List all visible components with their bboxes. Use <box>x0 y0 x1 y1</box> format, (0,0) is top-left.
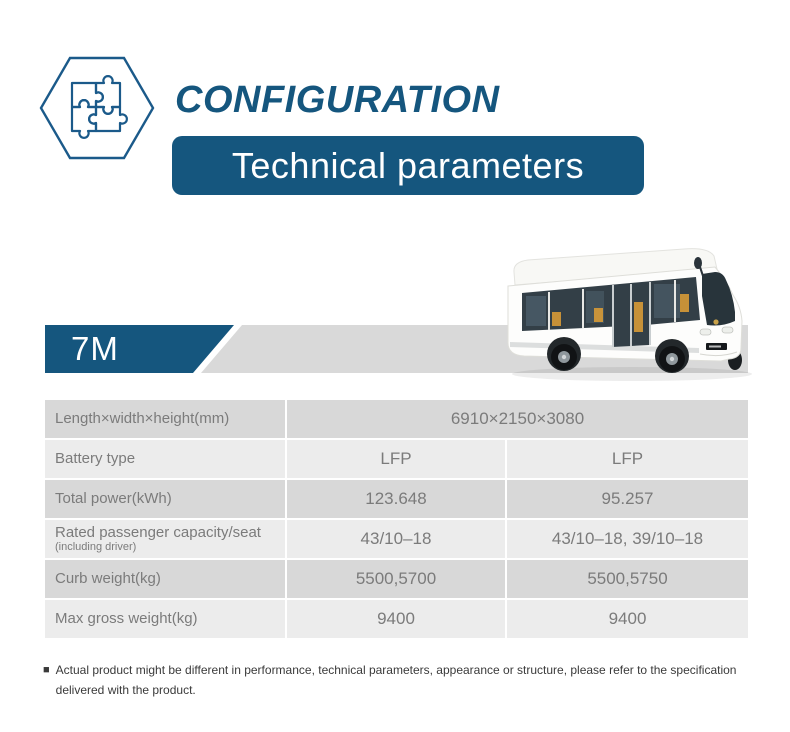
technical-parameters-banner: Technical parameters <box>172 136 644 195</box>
spec-value-curb-weight-2: 5500,5750 <box>507 560 748 598</box>
spec-value-curb-weight-1: 5500,5700 <box>287 560 505 598</box>
spec-label-curb-weight: Curb weight(kg) <box>45 560 285 598</box>
spec-label-dimensions: Length×width×height(mm) <box>45 400 285 438</box>
spec-value-battery-type-2: LFP <box>507 440 748 478</box>
spec-value-dimensions: 6910×2150×3080 <box>287 400 748 438</box>
technical-parameters-table: Length×width×height(mm) 6910×2150×3080 B… <box>45 400 748 638</box>
spec-value-battery-type-1: LFP <box>287 440 505 478</box>
configuration-puzzle-hexagon-icon <box>36 55 158 166</box>
spec-value-passenger-capacity-2: 43/10–18, 39/10–18 <box>507 520 748 558</box>
spec-value-passenger-capacity-1: 43/10–18 <box>287 520 505 558</box>
spec-label-max-gross-weight: Max gross weight(kg) <box>45 600 285 638</box>
disclaimer-note: ■ Actual product might be different in p… <box>43 661 757 701</box>
spec-value-total-power-1: 123.648 <box>287 480 505 518</box>
bus-shadow <box>512 367 752 381</box>
spec-value-max-gross-weight-1: 9400 <box>287 600 505 638</box>
page-title: CONFIGURATION <box>175 79 500 121</box>
spec-sublabel-including-driver: (including driver) <box>55 540 137 553</box>
spec-value-total-power-2: 95.257 <box>507 480 748 518</box>
model-label: 7M <box>71 330 119 367</box>
technical-parameters-label: Technical parameters <box>231 144 585 186</box>
spec-value-max-gross-weight-2: 9400 <box>507 600 748 638</box>
spec-label-battery-type: Battery type <box>45 440 285 478</box>
square-bullet-icon: ■ <box>43 664 50 676</box>
disclaimer-text: Actual product might be different in per… <box>55 663 737 697</box>
bus-image <box>494 236 762 386</box>
spec-label-total-power: Total power(kWh) <box>45 480 285 518</box>
spec-label-passenger-capacity: Rated passenger capacity/seat (including… <box>45 520 285 558</box>
